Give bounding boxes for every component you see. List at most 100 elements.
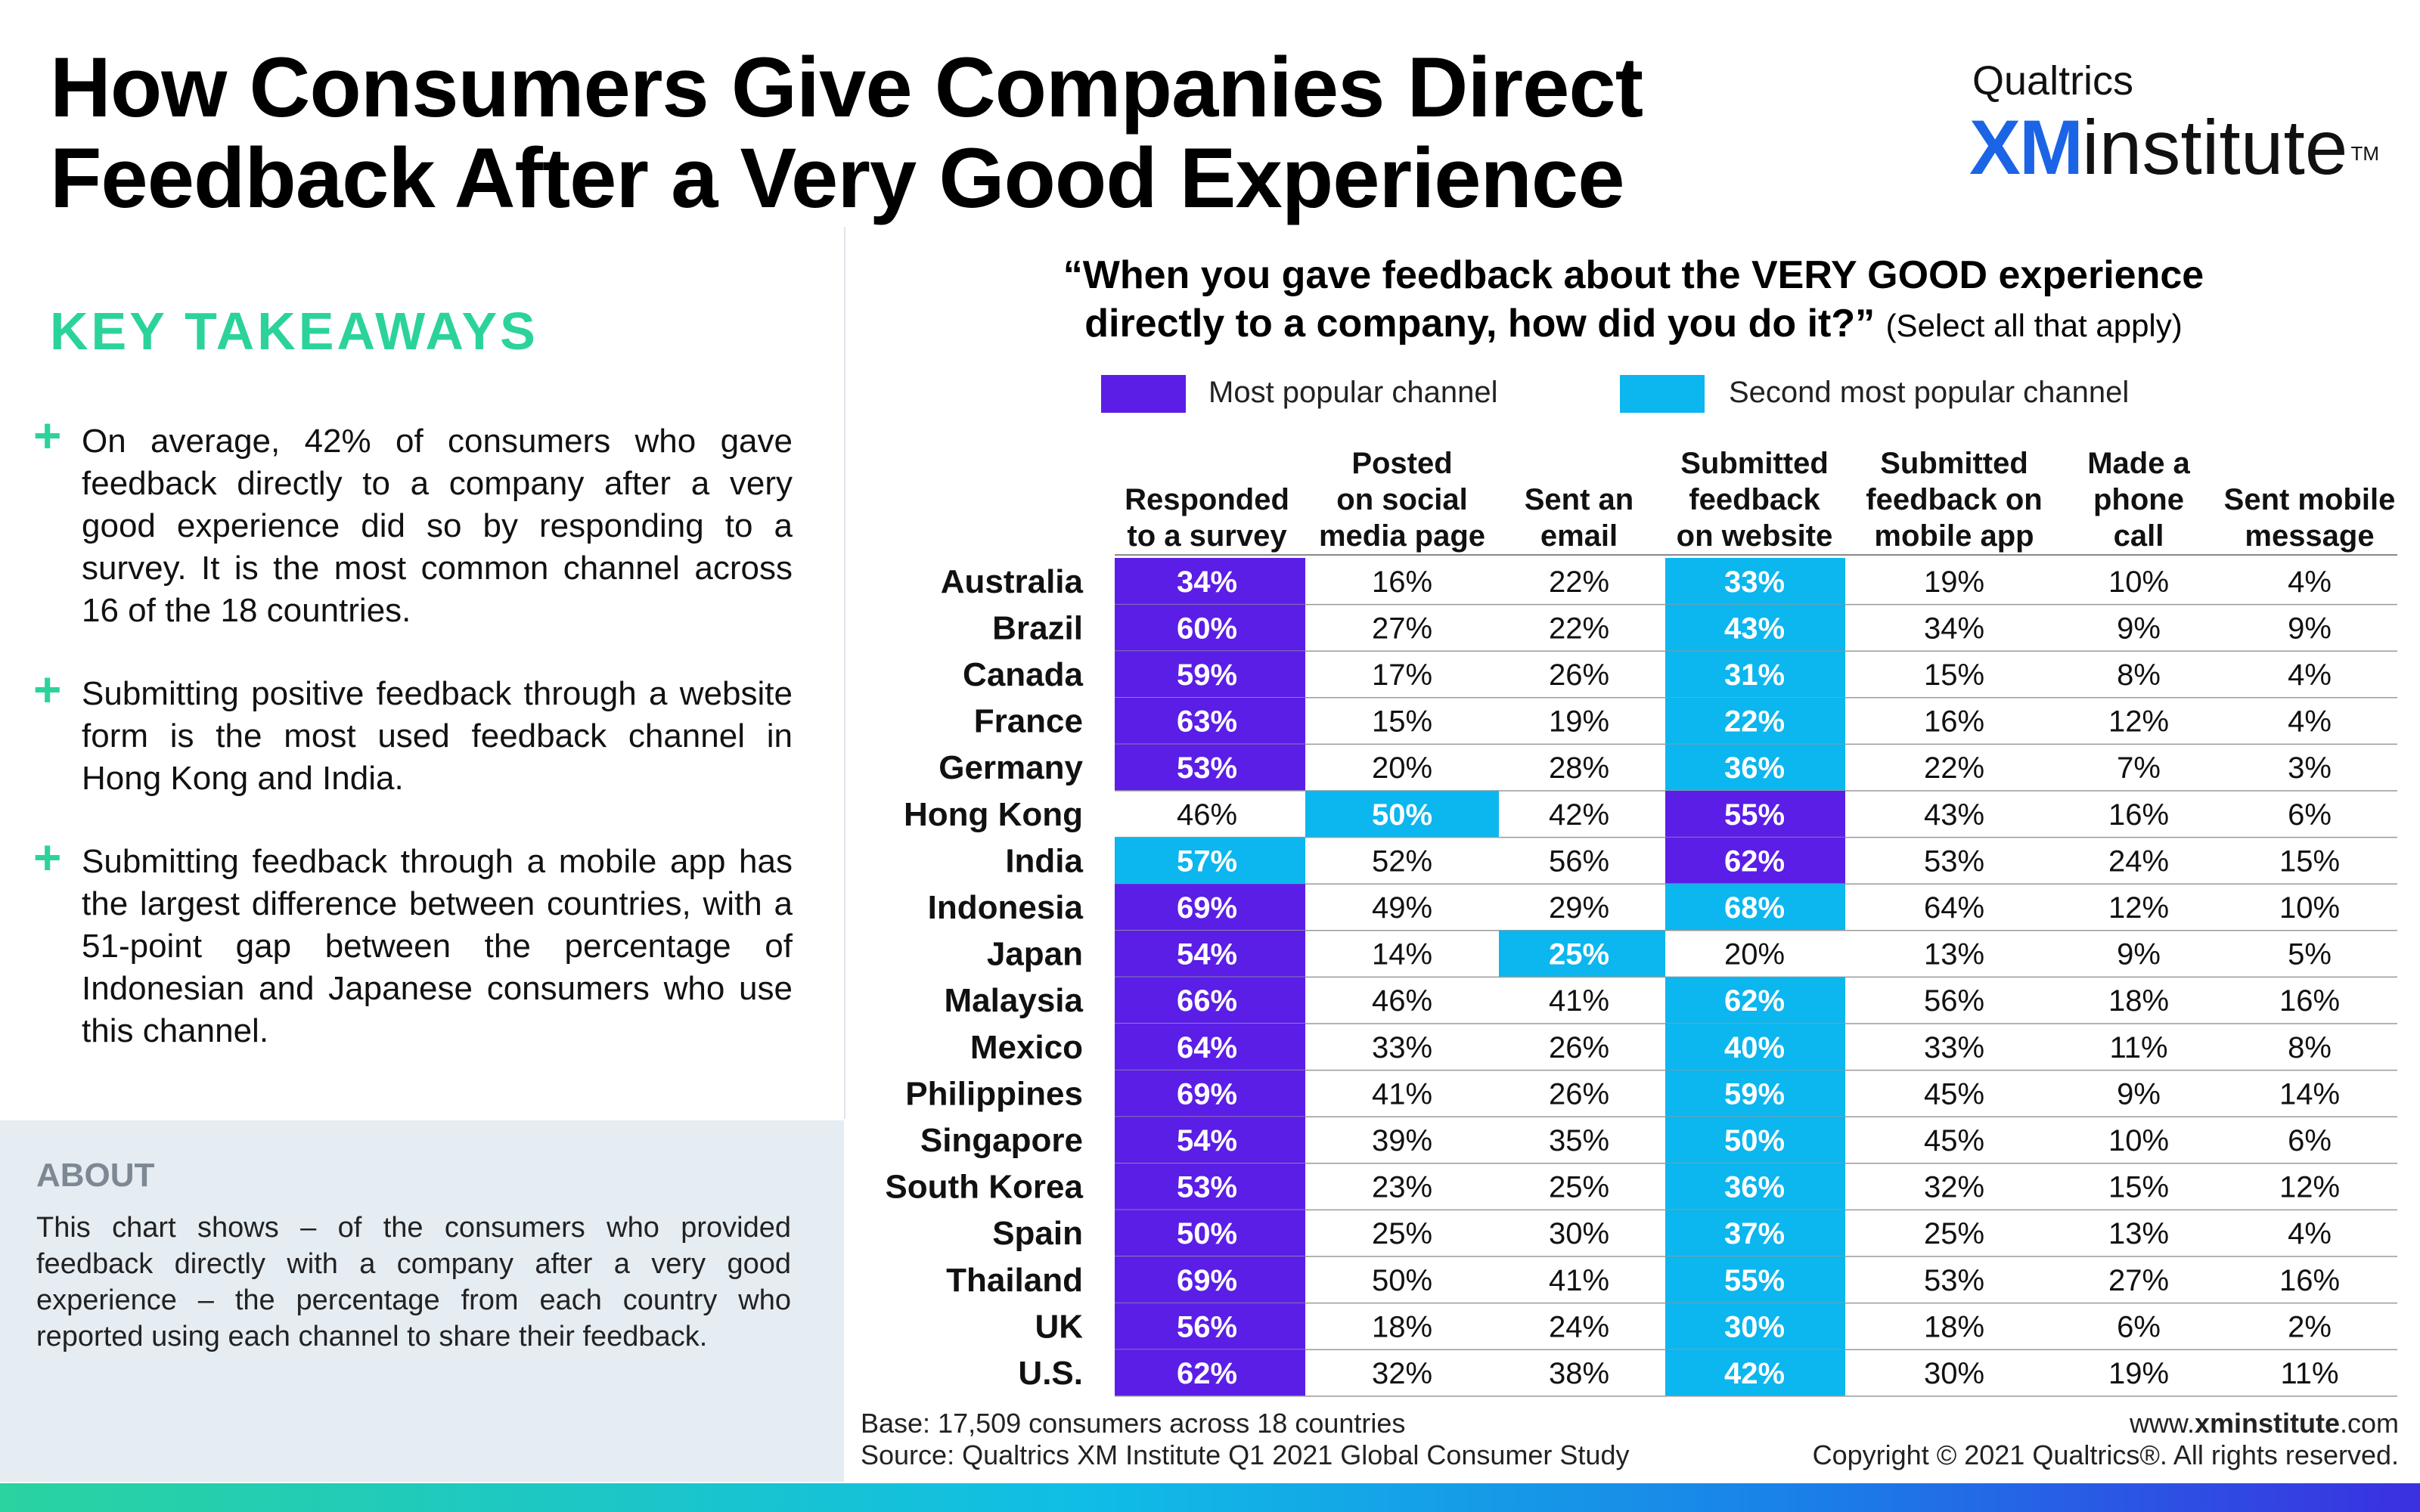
second-popular-cell [1499, 930, 1665, 978]
table-cell-value: 46% [1372, 984, 1432, 1018]
about-heading: ABOUT [36, 1157, 155, 1194]
row-label-country: Hong Kong [904, 796, 1083, 833]
table-cell-value: 52% [1372, 844, 1432, 878]
table-cell-value: 69% [1177, 1077, 1237, 1111]
table-cell-value: 39% [1372, 1124, 1432, 1157]
footer-url-suffix: .com [2339, 1408, 2399, 1439]
most-popular-cell [1115, 1024, 1305, 1070]
survey-question: “When you gave feedback about the VERY G… [908, 251, 2360, 350]
table-cell-value: 56% [1924, 984, 1984, 1018]
table-cell-value: 50% [1177, 1217, 1237, 1250]
table-cell-value: 56% [1177, 1310, 1237, 1343]
second-popular-cell [1665, 744, 1845, 791]
table-cell-value: 20% [1372, 751, 1432, 785]
row-label-country: Singapore [920, 1122, 1083, 1159]
table-cell-value: 7% [2117, 751, 2161, 785]
column-header-label: call [2114, 519, 2164, 553]
table-cell-value: 22% [1549, 612, 1609, 645]
table-cell-value: 53% [1177, 751, 1237, 785]
most-popular-cell [1115, 744, 1305, 791]
table-cell-value: 22% [1724, 705, 1785, 739]
most-popular-cell [1115, 1256, 1305, 1303]
footer-url[interactable]: www.xminstitute.com [2130, 1408, 2399, 1439]
table-cell-value: 56% [1549, 844, 1609, 878]
table-cell-value: 6% [2117, 1310, 2161, 1343]
most-popular-cell [1115, 1070, 1305, 1117]
plus-icon: + [33, 830, 62, 885]
question-line-1: “When you gave feedback about the VERY G… [1063, 253, 2204, 297]
table-cell-value: 9% [2117, 612, 2161, 645]
table-cell-value: 12% [2279, 1171, 2340, 1204]
column-header-label: Submitted [1680, 447, 1829, 480]
table-cell-value: 27% [2108, 1264, 2169, 1297]
takeaway-2: Submitting positive feedback through a w… [82, 675, 793, 797]
row-label-country: South Korea [885, 1169, 1083, 1206]
table-cell-value: 26% [1549, 658, 1609, 692]
column-header-label: Sent an [1525, 483, 1634, 516]
table-cell-value: 26% [1549, 1031, 1609, 1064]
table-cell-value: 16% [1924, 705, 1984, 739]
second-popular-cell [1665, 604, 1845, 652]
table-cell-value: 54% [1177, 1124, 1237, 1157]
logo-institute: institute [2082, 104, 2348, 191]
question-line-2: directly to a company, how did you do it… [1084, 302, 1876, 345]
table-cell-value: 15% [1372, 705, 1432, 739]
row-label-country: Brazil [992, 609, 1083, 646]
table-cell-value: 18% [1372, 1310, 1432, 1343]
table-cell-value: 19% [1549, 705, 1609, 739]
legend-swatch-second [1620, 375, 1705, 413]
row-label-country: Thailand [946, 1262, 1083, 1299]
table-cell-value: 4% [2288, 705, 2332, 739]
row-label-country: Canada [963, 656, 1083, 693]
page-title: How Consumers Give Companies Direct Feed… [50, 42, 1714, 224]
logo-trademark: TM [2350, 142, 2380, 165]
table-cell-value: 31% [1724, 658, 1785, 692]
row-label-country: Spain [992, 1215, 1083, 1252]
table-cell-value: 19% [2108, 1357, 2169, 1390]
key-takeaways-heading: KEY TAKEAWAYS [50, 302, 538, 361]
table-cell-value: 42% [1724, 1357, 1785, 1390]
second-popular-cell [1665, 1070, 1845, 1117]
table-cell-value: 34% [1924, 612, 1984, 645]
table-cell-value: 33% [1724, 565, 1785, 599]
column-header-label: Sent mobile [2224, 483, 2396, 516]
most-popular-cell [1665, 837, 1845, 885]
table-cell-value: 32% [1372, 1357, 1432, 1390]
table-cell-value: 3% [2288, 751, 2332, 785]
title-line-2: Feedback After a Very Good Experience [50, 131, 1624, 225]
table-cell-value: 14% [1372, 938, 1432, 971]
table-cell-value: 50% [1372, 798, 1432, 832]
legend-label-most: Most popular channel [1208, 376, 1498, 409]
table-cell-value: 9% [2117, 1077, 2161, 1111]
legend-swatch-most [1101, 375, 1186, 413]
most-popular-cell [1115, 1210, 1305, 1256]
table-cell-value: 15% [2279, 844, 2340, 878]
table-cell-value: 8% [2288, 1031, 2332, 1064]
table-cell-value: 18% [1924, 1310, 1984, 1343]
second-popular-cell [1665, 1210, 1845, 1256]
second-popular-cell [1665, 1117, 1845, 1163]
second-popular-cell [1665, 697, 1845, 745]
table-cell-value: 36% [1724, 751, 1785, 785]
footer-url-bold: xminstitute [2194, 1408, 2340, 1439]
table-cell-value: 69% [1177, 891, 1237, 925]
table-cell-value: 42% [1549, 798, 1609, 832]
table-cell-value: 64% [1177, 1031, 1237, 1064]
column-header-label: Made a [2087, 447, 2190, 480]
second-popular-cell [1665, 651, 1845, 698]
table-cell-value: 14% [2279, 1077, 2340, 1111]
table-cell-value: 19% [1924, 565, 1984, 599]
about-panel: ABOUT This chart shows – of the consumer… [0, 1120, 844, 1482]
table-cell-value: 53% [1177, 1171, 1237, 1204]
column-header-label: phone [2093, 483, 2184, 516]
table-cell-value: 41% [1372, 1077, 1432, 1111]
table-cell-value: 9% [2117, 938, 2161, 971]
table-cell-value: 22% [1549, 565, 1609, 599]
second-popular-cell [1665, 1163, 1845, 1210]
table-cell-value: 59% [1724, 1077, 1785, 1111]
section-divider [844, 227, 845, 1119]
question-note: (Select all that apply) [1885, 308, 2183, 343]
table-cell-value: 68% [1724, 891, 1785, 925]
table-cell-value: 69% [1177, 1264, 1237, 1297]
table-cell-value: 53% [1924, 844, 1984, 878]
